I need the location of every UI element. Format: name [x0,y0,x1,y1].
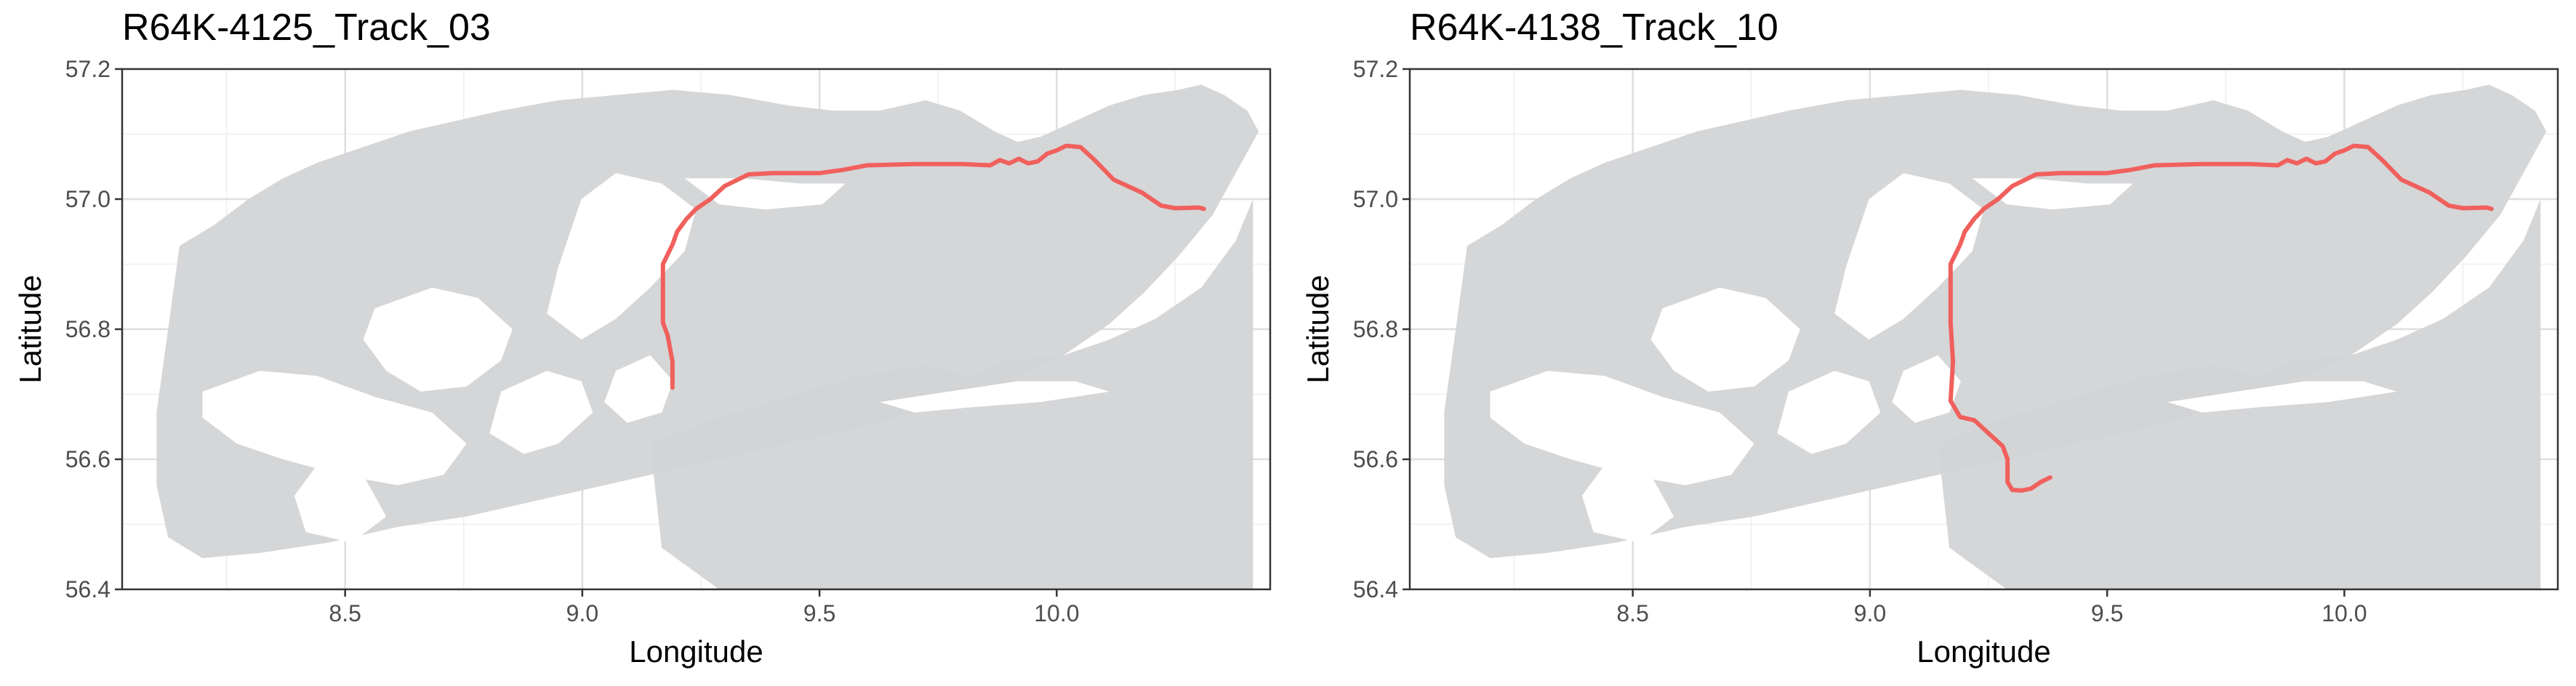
water-shape [1490,371,1754,485]
track-line [660,143,1206,390]
water-shape [1892,355,1961,423]
water-shape [489,371,593,454]
y-tick-label: 56.8 [1353,316,1398,342]
y-tick-label: 56.6 [1353,446,1398,472]
x-tick-label: 10.0 [2322,600,2367,626]
water-shape [1650,287,1800,392]
water-shape [880,381,1110,413]
chart-title: R64K-4125_Track_03 [122,7,491,49]
y-axis-title: Latitude [13,275,47,383]
water-shape [2167,381,2397,413]
y-tick-label: 57.2 [65,56,111,82]
x-tick-label: 8.5 [329,600,361,626]
y-tick-label: 56.8 [65,316,111,342]
chart-title: R64K-4138_Track_10 [1410,7,1778,49]
x-tick-label: 9.5 [803,600,835,626]
y-tick-label: 57.2 [1353,56,1398,82]
water-shape [1834,173,1984,340]
water-shape [363,287,513,392]
x-tick-label: 9.5 [2091,600,2123,626]
water-shape [547,173,697,340]
y-tick-label: 56.4 [65,576,111,602]
water-shape [604,355,673,423]
x-axis-title: Longitude [1917,634,2051,669]
water-shape [1777,371,1881,454]
y-tick-label: 56.6 [65,446,111,472]
x-axis-title: Longitude [629,634,763,669]
y-tick-label: 56.4 [1353,576,1398,602]
chart-svg-1: 8.5 9.0 9.5 10.0 56.4 56.6 56.8 57.0 57.2 Longitu… [13,56,1272,669]
x-tick-label: 9.0 [1854,600,1886,626]
chart-svg-2: 8.5 9.0 9.5 10.0 56.4 56.6 56.8 57.0 57.2 Longitu… [1301,56,2559,669]
water-shape [202,371,467,485]
y-axis-title: Latitude [1301,275,1335,383]
water-shape [294,464,387,543]
chart-panel-2: R64K-4138_Track_10 8.5 9.0 9.5 10.0 56.4 56.6… [1288,0,2575,686]
x-tick-label: 10.0 [1034,600,1079,626]
track-line [1948,143,2494,493]
y-tick-label: 57.0 [1353,186,1398,212]
y-tick-label: 57.0 [65,186,111,212]
water-shape [1581,464,1674,543]
x-tick-label: 9.0 [566,600,598,626]
x-tick-label: 8.5 [1616,600,1648,626]
chart-panel-1: R64K-4125_Track_03 8.5 9.0 9.5 10.0 56.4 56.6… [13,7,1272,669]
